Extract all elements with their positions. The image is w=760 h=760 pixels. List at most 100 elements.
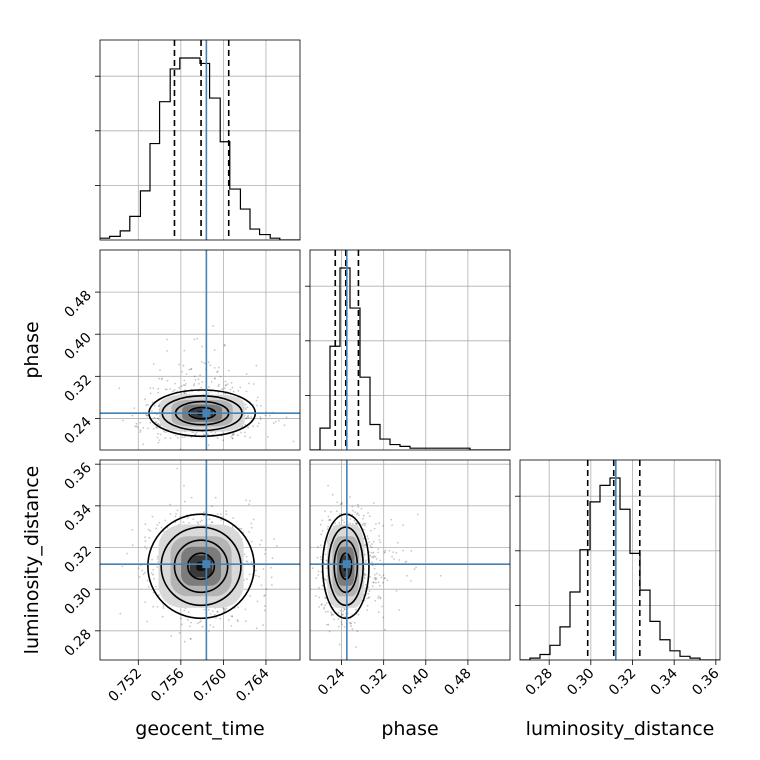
sample-point (321, 530, 324, 532)
sample-point (169, 388, 172, 390)
sample-point (324, 553, 327, 556)
sample-point (355, 513, 358, 516)
sample-point (178, 386, 181, 389)
sample-point (337, 612, 340, 614)
sample-point (255, 399, 258, 402)
sample-point (194, 433, 197, 436)
sample-point (379, 597, 382, 600)
sample-point (371, 561, 373, 564)
sample-point (193, 383, 196, 385)
sample-point (377, 611, 380, 614)
sample-point (233, 433, 235, 436)
sample-point (210, 390, 212, 393)
sample-point (244, 608, 247, 611)
sample-point (327, 610, 329, 613)
sample-point (410, 550, 413, 552)
sample-point (149, 421, 152, 424)
sample-point (255, 574, 257, 577)
sample-point (157, 441, 160, 444)
sample-point (256, 425, 259, 427)
sample-point (353, 621, 356, 624)
sample-point (232, 390, 235, 393)
sample-point (163, 430, 165, 433)
sample-point (217, 370, 219, 373)
sample-point (374, 573, 376, 576)
sample-point (147, 528, 150, 531)
yaxis-label-luminosity_distance: luminosity_distance (21, 466, 43, 655)
sample-point (156, 555, 159, 558)
sample-point (330, 614, 333, 617)
sample-point (193, 338, 196, 341)
sample-point (398, 559, 401, 561)
joint-panel-phase-luminosity_distance (310, 460, 510, 660)
sample-point (151, 515, 154, 518)
sample-point (391, 555, 393, 558)
sample-point (328, 519, 330, 521)
sample-point (373, 567, 376, 570)
sample-point (214, 377, 216, 379)
sample-point (146, 579, 149, 582)
sample-point (240, 431, 242, 434)
sample-point (366, 535, 369, 537)
sample-point (327, 515, 330, 518)
sample-point (216, 513, 219, 515)
sample-point (184, 436, 186, 438)
sample-point (384, 577, 386, 580)
sample-point (373, 502, 375, 504)
sample-point (357, 506, 360, 508)
sample-point (366, 597, 368, 600)
sample-point (409, 580, 412, 582)
sample-point (379, 559, 381, 562)
sample-point (343, 626, 346, 628)
xtick-label-phase-0: 0.24 (315, 665, 348, 698)
sample-point (183, 379, 186, 382)
sample-point (317, 546, 319, 548)
sample-point (200, 519, 203, 522)
sample-point (230, 436, 232, 438)
sample-point (337, 618, 340, 621)
sample-point (383, 551, 386, 554)
sample-point (355, 646, 357, 648)
sample-point (355, 523, 357, 526)
sample-point (189, 637, 192, 640)
sample-point (176, 436, 179, 439)
sample-point (174, 382, 176, 385)
sample-point (374, 555, 377, 558)
histogram-phase (310, 267, 510, 450)
sample-point (369, 554, 372, 557)
sample-point (160, 378, 163, 381)
sample-point (348, 621, 351, 624)
histogram-geocent_time (100, 57, 300, 240)
sample-point (368, 541, 371, 543)
sample-point (364, 573, 367, 576)
sample-point (164, 519, 167, 522)
sample-point (302, 568, 304, 570)
sample-point (341, 614, 343, 617)
sample-point (340, 621, 343, 623)
xtick-label-geocent_time-0: 0.752 (105, 666, 145, 706)
sample-point (356, 512, 359, 514)
sample-point (383, 550, 386, 553)
sample-point (207, 361, 210, 364)
sample-point (395, 551, 398, 554)
sample-point (377, 551, 379, 554)
sample-point (162, 530, 165, 533)
sample-point (238, 527, 241, 530)
contour-level-3 (321, 513, 370, 620)
sample-point (311, 567, 314, 569)
sample-point (221, 388, 224, 390)
sample-point (245, 417, 248, 420)
frame-luminosity_distance-luminosity_distance (519, 459, 721, 661)
sample-point (248, 573, 251, 576)
sample-point (176, 509, 179, 512)
sample-point (380, 576, 383, 579)
sample-point (395, 590, 398, 592)
sample-point (364, 524, 366, 527)
sample-point (166, 526, 169, 529)
sample-point (214, 431, 217, 434)
sample-point (390, 518, 393, 521)
sample-point (378, 584, 381, 587)
sample-point (262, 568, 265, 570)
sample-point (357, 503, 359, 506)
sample-point (248, 382, 250, 385)
